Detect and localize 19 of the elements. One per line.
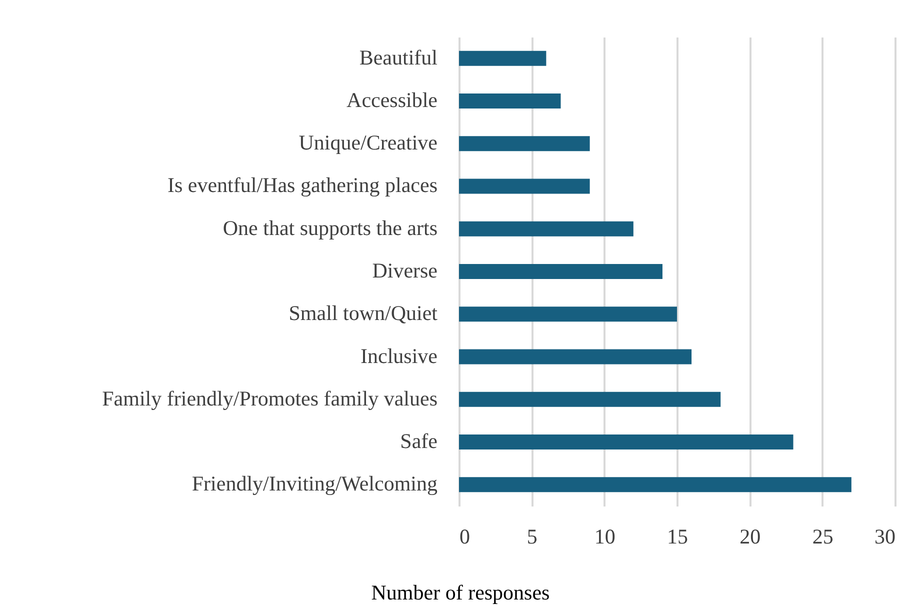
x-tick-label: 5 xyxy=(526,524,538,548)
y-tick-label: One that supports the arts xyxy=(222,216,438,240)
y-tick-label: Accessible xyxy=(346,88,438,112)
y-tick-label: Family friendly/Promotes family values xyxy=(102,386,438,410)
y-tick-label: Is eventful/Has gathering places xyxy=(168,173,438,198)
x-tick-label: 10 xyxy=(594,524,616,548)
y-tick-label: Diverse xyxy=(372,258,438,282)
x-tick-label: 15 xyxy=(667,524,688,548)
x-axis-title: Number of responses xyxy=(371,580,550,604)
y-tick-label: Beautiful xyxy=(359,45,438,70)
y-tick-label: Safe xyxy=(400,429,438,454)
x-tick-label: 20 xyxy=(740,524,761,548)
y-tick-label: Friendly/Inviting/Welcoming xyxy=(192,472,438,496)
x-tick-label: 30 xyxy=(874,524,896,548)
x-tick-label: 25 xyxy=(812,524,834,548)
y-tick-label: Inclusive xyxy=(360,344,438,368)
x-tick-label: 0 xyxy=(460,524,470,548)
y-tick-label: Small town/Quiet xyxy=(288,301,438,326)
y-tick-label: Unique/Creative xyxy=(298,130,438,155)
